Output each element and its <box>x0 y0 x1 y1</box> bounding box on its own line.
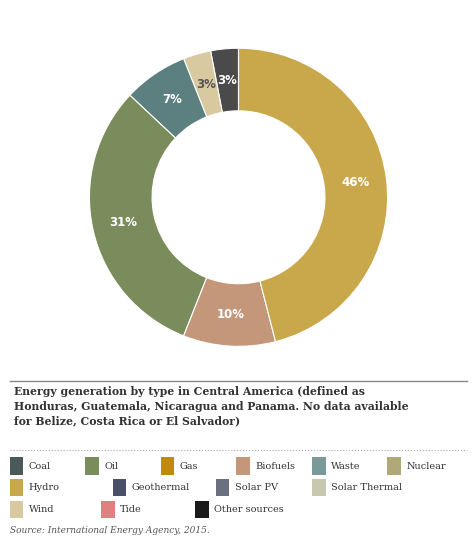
Bar <box>85 458 99 475</box>
Text: Wind: Wind <box>29 505 54 514</box>
Bar <box>10 501 23 518</box>
Text: Source: International Energy Agency, 2015.: Source: International Energy Agency, 201… <box>10 526 209 535</box>
Text: Waste: Waste <box>330 461 360 471</box>
Text: 7%: 7% <box>162 93 182 106</box>
Wedge shape <box>183 278 275 346</box>
Bar <box>101 501 115 518</box>
Bar <box>236 458 249 475</box>
Text: Solar PV: Solar PV <box>234 483 277 492</box>
Bar <box>311 479 325 496</box>
Wedge shape <box>129 59 206 138</box>
Text: Gas: Gas <box>179 461 198 471</box>
Bar <box>311 458 325 475</box>
Text: 31%: 31% <box>109 216 137 230</box>
Text: Solar Thermal: Solar Thermal <box>330 483 401 492</box>
Bar <box>10 458 23 475</box>
Text: Tide: Tide <box>120 505 142 514</box>
Bar <box>160 458 174 475</box>
Text: Nuclear: Nuclear <box>406 461 445 471</box>
Text: Oil: Oil <box>104 461 118 471</box>
Wedge shape <box>89 95 206 336</box>
Text: Biofuels: Biofuels <box>255 461 295 471</box>
Wedge shape <box>183 51 222 117</box>
Text: 10%: 10% <box>217 309 245 321</box>
Text: Other sources: Other sources <box>214 505 283 514</box>
Bar <box>215 479 229 496</box>
Text: 3%: 3% <box>217 73 237 87</box>
Bar <box>10 479 23 496</box>
Text: 3%: 3% <box>195 78 215 91</box>
Bar <box>387 458 400 475</box>
Text: Coal: Coal <box>29 461 51 471</box>
Bar <box>195 501 208 518</box>
Text: 46%: 46% <box>340 176 369 189</box>
Wedge shape <box>238 48 387 341</box>
Text: Geothermal: Geothermal <box>131 483 189 492</box>
Bar <box>112 479 126 496</box>
Text: Hydro: Hydro <box>29 483 60 492</box>
Wedge shape <box>210 48 238 112</box>
Text: Energy generation by type in Central America (defined as
Honduras, Guatemala, Ni: Energy generation by type in Central Ame… <box>14 386 408 426</box>
